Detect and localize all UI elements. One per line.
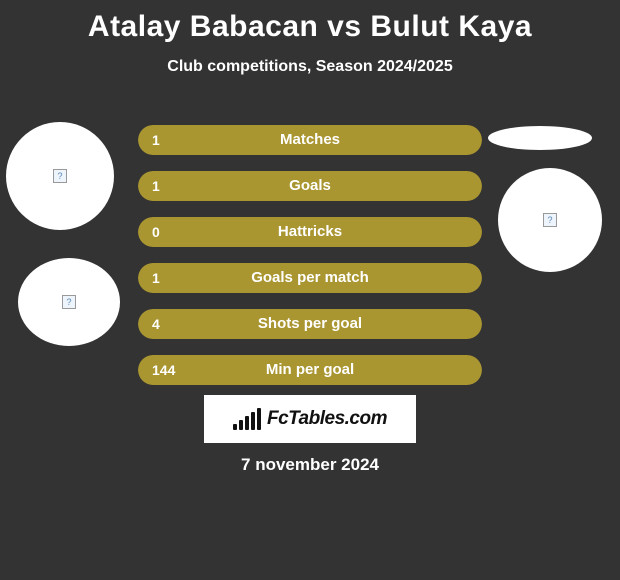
stat-row: 4Shots per goal [138,309,482,339]
logo-bar-segment [239,420,243,430]
stat-value-left: 144 [152,355,175,385]
stats-chart: 1Matches 1Goals 0Hattricks 1Goals per match… [138,125,482,401]
stat-row: 1Goals [138,171,482,201]
stat-bar-left [138,217,482,247]
logo-bar-segment [245,416,249,430]
stat-value-left: 4 [152,309,160,339]
comparison-title: Atalay Babacan vs Bulut Kaya [0,0,620,44]
fctables-logo: FcTables.com [204,395,416,443]
logo-bar-segment [257,408,261,430]
stat-row: 144Min per goal [138,355,482,385]
comparison-subtitle: Club competitions, Season 2024/2025 [0,58,620,76]
stat-bar-left [138,171,482,201]
stat-value-left: 0 [152,217,160,247]
stat-bar-left [138,125,482,155]
player-badge-placeholder: ? [498,168,602,272]
image-placeholder-icon: ? [53,169,67,183]
player-badge-placeholder: ? [6,122,114,230]
decorative-ellipse [488,126,592,150]
snapshot-date: 7 november 2024 [0,455,620,475]
stat-row: 1Matches [138,125,482,155]
stat-row: 1Goals per match [138,263,482,293]
stat-value-left: 1 [152,171,160,201]
player-badge-placeholder: ? [18,258,120,346]
logo-text: FcTables.com [267,408,387,430]
image-placeholder-icon: ? [543,213,557,227]
stat-row: 0Hattricks [138,217,482,247]
stat-bar-left [138,263,482,293]
stat-bar-left [138,355,482,385]
logo-bars-icon [233,408,261,430]
stat-value-left: 1 [152,263,160,293]
stat-value-left: 1 [152,125,160,155]
stat-bar-left [138,309,482,339]
logo-bar-segment [233,424,237,430]
image-placeholder-icon: ? [62,295,76,309]
logo-bar-segment [251,412,255,430]
